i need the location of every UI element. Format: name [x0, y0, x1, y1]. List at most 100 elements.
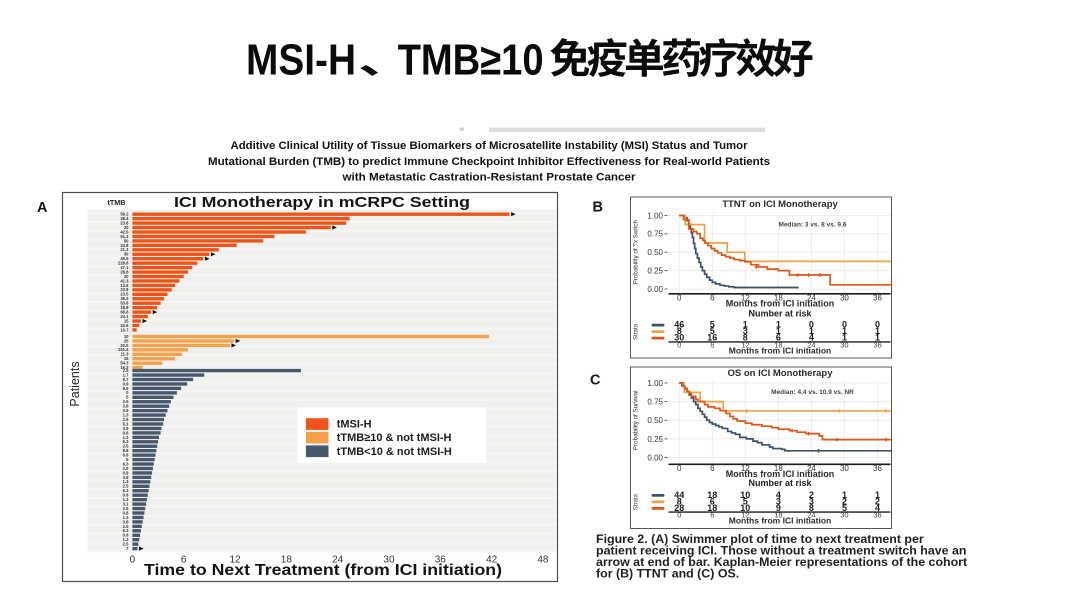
svg-text:1.3: 1.3	[123, 537, 129, 542]
svg-text:6: 6	[710, 496, 715, 506]
svg-text:23.5: 23.5	[120, 292, 129, 297]
svg-text:10: 10	[740, 490, 750, 500]
svg-text:15: 15	[124, 356, 129, 361]
svg-text:49.5: 49.5	[120, 256, 129, 261]
svg-text:30: 30	[674, 333, 684, 343]
svg-text:6.3: 6.3	[123, 439, 129, 444]
svg-text:1.00: 1.00	[647, 211, 663, 220]
svg-text:2.5: 2.5	[123, 542, 129, 547]
svg-text:8: 8	[677, 326, 682, 336]
svg-text:1: 1	[776, 320, 781, 330]
svg-text:9: 9	[776, 503, 781, 513]
svg-text:18: 18	[774, 511, 782, 520]
svg-text:3.1: 3.1	[123, 502, 129, 507]
svg-text:44: 44	[674, 490, 684, 500]
svg-text:Strata: Strata	[634, 323, 640, 340]
svg-text:48: 48	[537, 555, 549, 566]
svg-text:0: 0	[809, 320, 814, 330]
svg-text:0.25: 0.25	[647, 267, 663, 276]
svg-text:5: 5	[710, 320, 715, 330]
svg-text:with Metastatic Castration-Res: with Metastatic Castration-Resistant Pro…	[341, 171, 636, 183]
svg-text:20: 20	[124, 274, 129, 279]
svg-text:1: 1	[776, 326, 781, 336]
svg-text:24.1: 24.1	[120, 314, 129, 319]
svg-text:3.8: 3.8	[123, 475, 129, 480]
svg-text:0.50: 0.50	[647, 416, 663, 425]
svg-text:0.00: 0.00	[647, 285, 663, 294]
svg-text:Number at risk: Number at risk	[748, 478, 812, 488]
svg-text:23.8: 23.8	[120, 243, 129, 248]
svg-text:2.5: 2.5	[123, 399, 129, 404]
svg-text:0.9: 0.9	[123, 533, 129, 538]
svg-text:10.7: 10.7	[120, 327, 129, 332]
svg-text:8.7: 8.7	[123, 377, 129, 382]
svg-text:tMSI-H: tMSI-H	[337, 419, 372, 431]
svg-text:30: 30	[840, 341, 848, 350]
svg-text:tTMB≥10 & not tMSI-H: tTMB≥10 & not tMSI-H	[337, 432, 452, 444]
svg-text:42: 42	[486, 555, 498, 566]
svg-text:23.8: 23.8	[120, 287, 129, 292]
svg-text:18: 18	[281, 555, 293, 566]
svg-text:54.3: 54.3	[120, 361, 129, 366]
svg-text:0: 0	[677, 293, 682, 302]
svg-text:A: A	[37, 200, 48, 216]
svg-text:for (B) TTNT and (C) OS.: for (B) TTNT and (C) OS.	[596, 567, 739, 581]
svg-text:5: 5	[126, 395, 129, 400]
svg-text:28.8: 28.8	[120, 269, 129, 274]
svg-text:32.6: 32.6	[120, 323, 129, 328]
svg-text:6: 6	[710, 511, 714, 520]
svg-text:3.8: 3.8	[123, 404, 129, 409]
svg-text:1.3: 1.3	[123, 515, 129, 520]
svg-text:12: 12	[741, 293, 750, 302]
svg-text:46: 46	[674, 320, 684, 330]
svg-text:B: B	[593, 200, 603, 216]
svg-text:25: 25	[124, 338, 129, 343]
svg-text:1.7: 1.7	[123, 372, 129, 377]
svg-text:Number at risk: Number at risk	[748, 309, 812, 319]
svg-text:0: 0	[677, 464, 682, 473]
svg-text:36: 36	[873, 293, 882, 302]
svg-text:30: 30	[840, 464, 849, 473]
svg-text:21.3: 21.3	[120, 247, 129, 252]
svg-text:7: 7	[126, 546, 129, 551]
svg-text:0.9: 0.9	[123, 408, 129, 413]
svg-text:16.3: 16.3	[120, 365, 129, 370]
svg-text:TTNT on ICI Monotherapy: TTNT on ICI Monotherapy	[722, 199, 838, 210]
svg-text:8: 8	[809, 503, 814, 513]
svg-text:0.9: 0.9	[123, 381, 129, 386]
svg-text:5: 5	[710, 326, 715, 336]
svg-text:Median: 4.4 vs. 10.9 vs. NR: Median: 4.4 vs. 10.9 vs. NR	[771, 389, 854, 396]
svg-text:30: 30	[840, 293, 849, 302]
svg-text:0.00: 0.00	[647, 453, 663, 462]
svg-text:18: 18	[707, 490, 717, 500]
svg-text:0.75: 0.75	[647, 230, 663, 239]
svg-text:2.5: 2.5	[123, 506, 129, 511]
svg-text:arrow at end of bar. Kaplan-Me: arrow at end of bar. Kaplan-Meier repres…	[596, 555, 967, 569]
svg-text:38.4: 38.4	[120, 216, 129, 221]
svg-text:11.3: 11.3	[121, 352, 130, 357]
svg-text:2: 2	[809, 490, 814, 500]
svg-text:16: 16	[707, 333, 717, 343]
svg-text:24: 24	[807, 511, 815, 520]
svg-text:12: 12	[741, 341, 749, 350]
svg-text:4: 4	[809, 333, 814, 343]
svg-text:6: 6	[710, 293, 715, 302]
svg-text:0: 0	[130, 555, 136, 566]
svg-text:1: 1	[809, 326, 814, 336]
svg-text:8: 8	[677, 496, 682, 506]
svg-text:41.3: 41.3	[120, 278, 129, 283]
svg-text:8.8: 8.8	[123, 448, 129, 453]
svg-text:2: 2	[875, 496, 880, 506]
svg-text:15: 15	[124, 318, 129, 323]
svg-text:Probability of Survival: Probability of Survival	[633, 391, 640, 451]
svg-text:18: 18	[774, 293, 783, 302]
svg-text:13.8: 13.8	[120, 283, 129, 288]
svg-text:TMB≥10: TMB≥10	[398, 35, 544, 84]
svg-text:28: 28	[674, 503, 684, 513]
svg-text:3: 3	[809, 496, 814, 506]
svg-text:1: 1	[842, 326, 847, 336]
svg-text:5: 5	[126, 457, 129, 462]
svg-text:23.8: 23.8	[120, 221, 129, 226]
svg-text:3.9: 3.9	[123, 426, 129, 431]
svg-text:tTMB<10 & not tMSI-H: tTMB<10 & not tMSI-H	[337, 446, 452, 458]
